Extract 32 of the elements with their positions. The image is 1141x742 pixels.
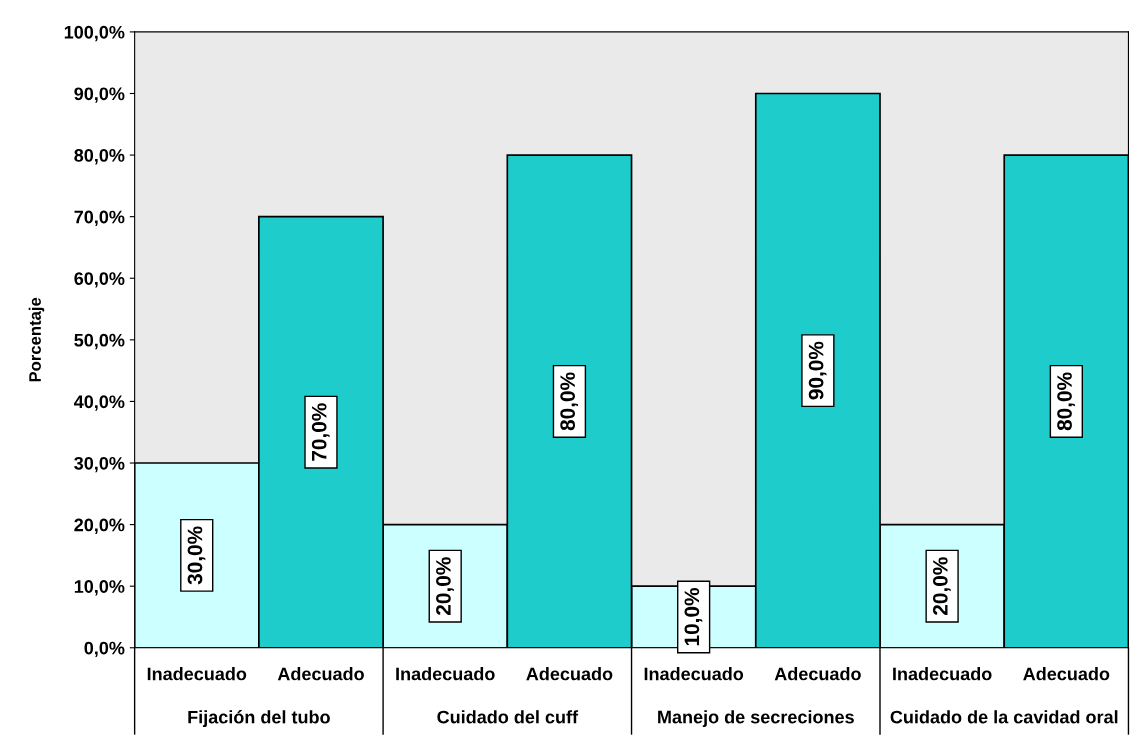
data-label: 20,0% bbox=[932, 557, 951, 615]
y-tick-label: 40,0% bbox=[74, 395, 125, 411]
y-tick-label: 70,0% bbox=[74, 210, 125, 226]
y-tick-label: 0,0% bbox=[84, 641, 125, 658]
y-tick-label: 20,0% bbox=[74, 518, 125, 534]
data-label: 80,0% bbox=[1057, 372, 1075, 431]
y-axis-title: Porcentaje bbox=[28, 297, 45, 382]
text: Adecuado bbox=[774, 667, 861, 681]
y-tick-label: 100,0% bbox=[64, 25, 125, 42]
text: Adecuado bbox=[1023, 667, 1110, 681]
x-tick-label: Manejo de secreciones bbox=[658, 710, 854, 728]
series-label: Inadecuado bbox=[147, 667, 247, 681]
y-tick-label: 80,0% bbox=[74, 149, 125, 165]
text: Inadecuado bbox=[644, 667, 744, 681]
data-label: 30,0% bbox=[187, 526, 206, 585]
x-tick-label: Cuidado del cuff bbox=[437, 710, 579, 724]
y-tick-label: 50,0% bbox=[74, 333, 125, 350]
text: Inadecuado bbox=[893, 667, 992, 681]
x-tick-label: Fijación del tubo bbox=[188, 710, 330, 728]
text: Adecuado bbox=[526, 667, 613, 681]
y-tick-label: 10,0% bbox=[74, 580, 125, 596]
y-tick-label: 60,0% bbox=[74, 272, 125, 288]
data-label: 90,0% bbox=[808, 341, 827, 400]
y-tick-label: 30,0% bbox=[74, 456, 125, 473]
data-label: 80,0% bbox=[560, 372, 579, 431]
data-label: 70,0% bbox=[311, 403, 330, 461]
data-label: 10,0% bbox=[684, 587, 703, 646]
x-tick-label: Cuidado de la cavidad oral bbox=[890, 710, 1118, 724]
y-tick-label: 90,0% bbox=[74, 87, 125, 103]
series-label: Adecuado bbox=[277, 667, 364, 681]
text: Inadecuado bbox=[396, 667, 495, 681]
data-label: 20,0% bbox=[436, 557, 454, 615]
